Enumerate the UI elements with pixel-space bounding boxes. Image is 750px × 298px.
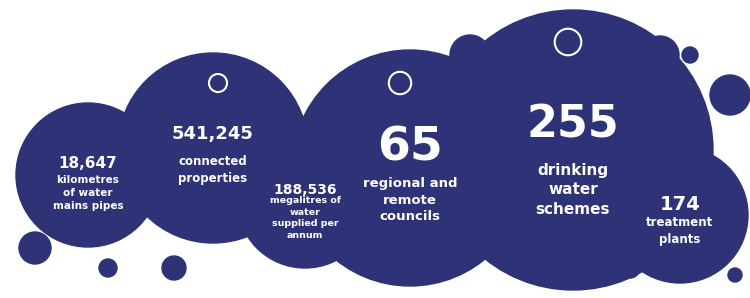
Circle shape bbox=[118, 53, 308, 243]
Circle shape bbox=[682, 47, 698, 63]
Circle shape bbox=[641, 36, 679, 74]
Circle shape bbox=[712, 250, 728, 266]
Text: connected
properties: connected properties bbox=[178, 155, 248, 185]
Circle shape bbox=[341, 73, 355, 87]
Text: kilometres
of water
mains pipes: kilometres of water mains pipes bbox=[53, 175, 123, 211]
Circle shape bbox=[450, 35, 490, 75]
Circle shape bbox=[292, 50, 528, 286]
Circle shape bbox=[433, 10, 713, 290]
Circle shape bbox=[99, 259, 117, 277]
Circle shape bbox=[162, 256, 186, 280]
Circle shape bbox=[323, 91, 341, 109]
Text: 188,536: 188,536 bbox=[273, 183, 337, 197]
Circle shape bbox=[343, 228, 367, 252]
Circle shape bbox=[237, 132, 373, 268]
Text: 65: 65 bbox=[377, 125, 442, 170]
Circle shape bbox=[513, 240, 543, 270]
Text: regional and
remote
councils: regional and remote councils bbox=[363, 176, 458, 224]
Circle shape bbox=[620, 258, 640, 278]
Circle shape bbox=[728, 268, 742, 282]
Text: 174: 174 bbox=[660, 195, 700, 215]
Text: drinking
water
schemes: drinking water schemes bbox=[536, 163, 610, 217]
Text: 255: 255 bbox=[526, 103, 620, 147]
Circle shape bbox=[19, 232, 51, 264]
Text: 541,245: 541,245 bbox=[172, 125, 254, 143]
Circle shape bbox=[536, 266, 554, 284]
Text: treatment
plants: treatment plants bbox=[646, 216, 714, 246]
Circle shape bbox=[710, 75, 750, 115]
Circle shape bbox=[612, 147, 748, 283]
Text: 18,647: 18,647 bbox=[58, 156, 117, 170]
Circle shape bbox=[16, 103, 160, 247]
Text: megalitres of
water
supplied per
annum: megalitres of water supplied per annum bbox=[269, 196, 340, 240]
